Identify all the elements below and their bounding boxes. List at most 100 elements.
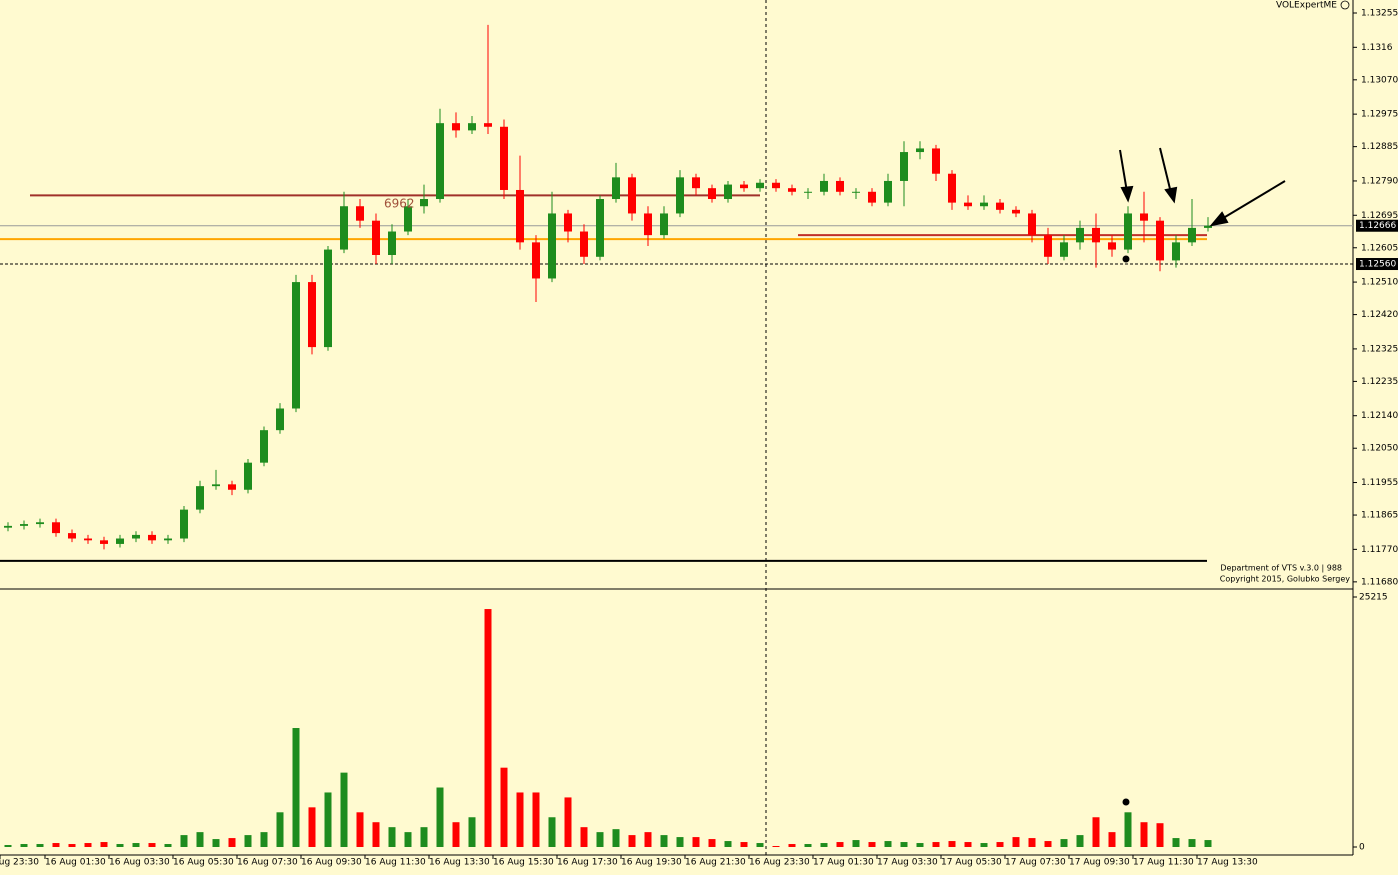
candle-body [788, 188, 796, 192]
profile-label: 6962 [384, 197, 415, 211]
candle-body [420, 199, 428, 207]
volume-bar [100, 842, 108, 847]
price-label: 1.12666 [1359, 221, 1396, 231]
volume-bar [1156, 823, 1164, 847]
candle-body [1140, 213, 1148, 221]
candle-body [36, 522, 44, 525]
candle-body [484, 123, 492, 127]
candle-body [228, 484, 236, 490]
volume-bar [980, 843, 988, 847]
volume-bar [404, 832, 412, 847]
candle-body [20, 524, 28, 526]
volume-bar [788, 844, 796, 847]
candle-body [1124, 213, 1132, 250]
x-tick-label: 16 Aug 11:30 [365, 858, 426, 868]
volume-bar [612, 829, 620, 847]
volume-bar [1012, 837, 1020, 847]
x-tick-label: 17 Aug 01:30 [813, 858, 874, 868]
volume-bar [724, 841, 732, 847]
candle-body [884, 180, 892, 203]
volume-bar [996, 842, 1004, 847]
candle-body [84, 538, 92, 541]
candle-body [116, 538, 124, 544]
candle-body [452, 123, 460, 131]
volume-bar [212, 839, 220, 847]
volume-bar [196, 832, 204, 847]
candle-body [260, 430, 268, 463]
volume-bar [1204, 840, 1212, 847]
volume-bar [804, 844, 812, 847]
candle-body [548, 213, 556, 279]
volume-bar [708, 839, 716, 847]
volume-bar [772, 846, 780, 847]
x-tick-label: 17 Aug 11:30 [1133, 858, 1194, 868]
candle-body [292, 282, 300, 409]
x-tick-label: 16 Aug 15:30 [493, 858, 554, 868]
volume-bar [916, 843, 924, 847]
x-tick-label: 16 Aug 07:30 [237, 858, 298, 868]
x-tick-label: 17 Aug 07:30 [1005, 858, 1066, 868]
candle-body [212, 484, 220, 487]
candle-body [340, 206, 348, 250]
y-tick-label: 1.12325 [1361, 344, 1398, 354]
candle-body [724, 184, 732, 200]
candle-body [660, 213, 668, 236]
candle-body [1044, 235, 1052, 257]
footer-line: Department of VTS v.3.0 | 988 [1220, 564, 1342, 573]
y-tick-label: 1.11865 [1361, 511, 1398, 521]
volume-bar [548, 817, 556, 847]
volume-bar [1076, 835, 1084, 847]
candle-body [836, 180, 844, 192]
volume-bar [20, 844, 28, 847]
volume-bar [756, 843, 764, 847]
candle-body [948, 173, 956, 203]
volume-bar [1060, 839, 1068, 847]
candle-body [596, 199, 604, 257]
candle-body [324, 249, 332, 348]
x-tick-label: 17 Aug 13:30 [1197, 858, 1258, 868]
candle-body [388, 231, 396, 255]
x-tick-label: ug 23:30 [0, 858, 39, 868]
candle-body [244, 462, 252, 490]
volume-bar [1188, 839, 1196, 847]
volume-bar [596, 832, 604, 847]
x-tick-label: 16 Aug 17:30 [557, 858, 618, 868]
candle-body [1060, 242, 1068, 257]
volume-bar [340, 772, 348, 847]
candle-body [932, 148, 940, 174]
candle-body [628, 177, 636, 214]
arrows [1119, 147, 1286, 227]
volume-bar [516, 792, 524, 847]
x-tick-label: 17 Aug 03:30 [877, 858, 938, 868]
candle-body [1076, 227, 1084, 243]
volume-bar [948, 841, 956, 847]
candle-body [1108, 242, 1116, 250]
candle-body [68, 533, 76, 539]
volume-bar [4, 845, 12, 847]
y-tick-label: 1.11680 [1361, 577, 1398, 587]
candle-body [52, 522, 60, 534]
volume-bar [468, 817, 476, 847]
candle-body [916, 148, 924, 153]
candle-body [196, 486, 204, 510]
volume-bar [388, 827, 396, 847]
volume-bar [452, 822, 460, 847]
volume-bar [36, 844, 44, 847]
volume-bar [1124, 812, 1132, 847]
candle-body [964, 202, 972, 207]
price-label-box [1356, 258, 1398, 271]
volume-bar [820, 843, 828, 847]
candle-body [1028, 213, 1036, 236]
y-tick-label: 1.12140 [1361, 411, 1398, 421]
candle-body [436, 123, 444, 200]
x-tick-label: 17 Aug 05:30 [941, 858, 1002, 868]
candle-body [308, 282, 316, 348]
volume-bar [932, 842, 940, 847]
candle-body [516, 189, 524, 243]
candle-body [692, 177, 700, 189]
volume-bar [84, 843, 92, 847]
volume-bar [1172, 838, 1180, 847]
price-label: 1.12560 [1359, 260, 1396, 270]
